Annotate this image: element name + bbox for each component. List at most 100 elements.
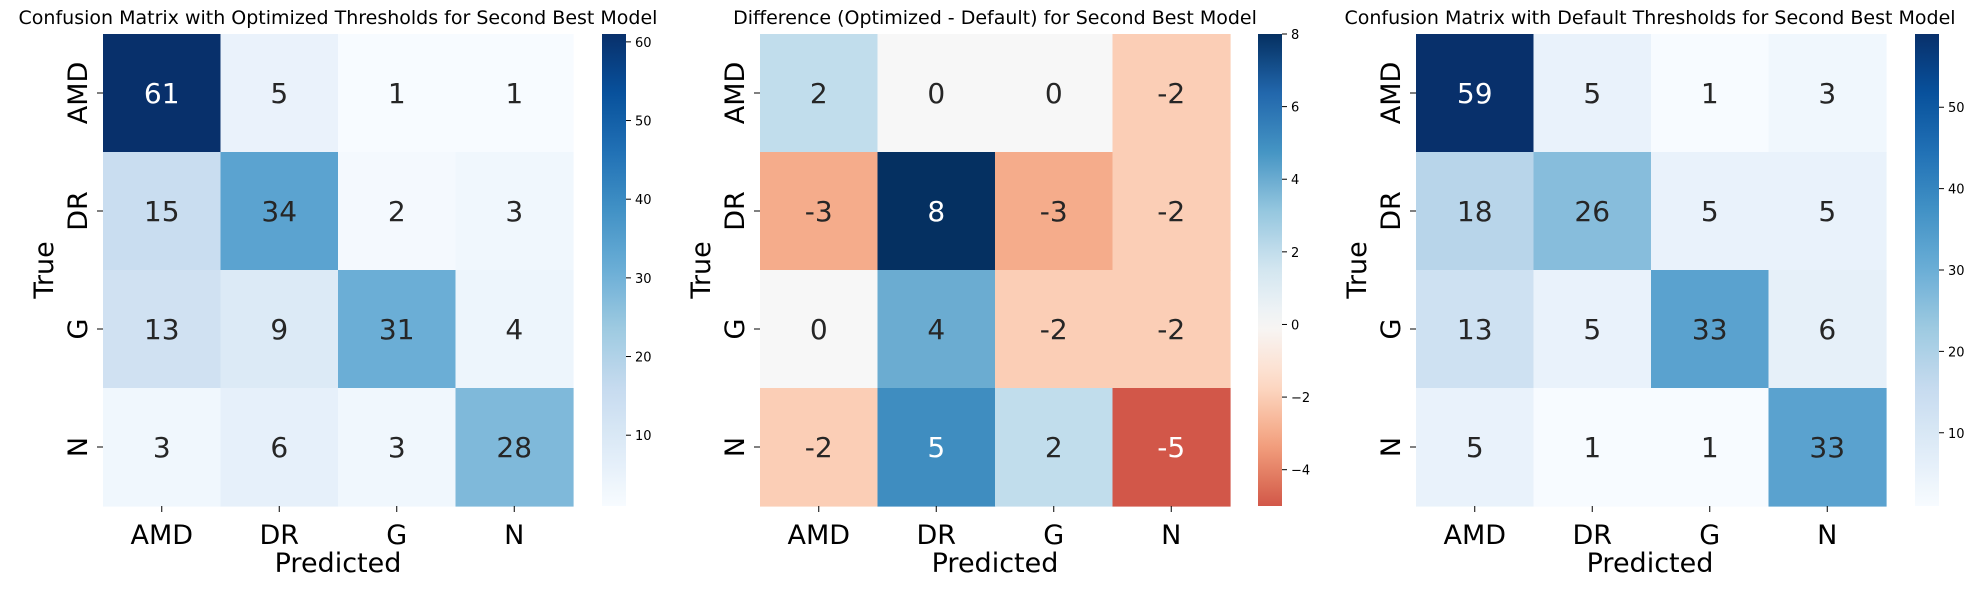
- heatmap-cell: [760, 270, 879, 389]
- panel-default: Confusion Matrix with Default Thresholds…: [1342, 7, 1965, 579]
- cell-value-label: 15: [144, 195, 180, 228]
- colorbar-tick-label: 50: [1948, 101, 1965, 116]
- cell-value-label: 59: [1457, 77, 1493, 110]
- heatmap-cell: [1112, 388, 1231, 507]
- heatmap-cell: [1533, 152, 1652, 271]
- y-tick-label: DR: [63, 191, 94, 231]
- cell-value-label: 18: [1457, 195, 1493, 228]
- y-axis-label: True: [1342, 241, 1373, 299]
- heatmap-cell: [1533, 34, 1652, 153]
- y-tick-label: AMD: [63, 62, 94, 125]
- chart-title: Confusion Matrix with Default Thresholds…: [1344, 7, 1955, 29]
- cell-value-label: 2: [388, 195, 406, 228]
- heatmap-cell: [338, 270, 457, 389]
- y-axis-label: True: [686, 241, 717, 299]
- x-tick-label: AMD: [1443, 520, 1506, 551]
- heatmap-cell: [1768, 270, 1887, 389]
- cell-value-label: -2: [805, 431, 833, 464]
- heatmap-cell: [1651, 152, 1770, 271]
- heatmap-cell: [1533, 270, 1652, 389]
- cell-value-label: 5: [1583, 313, 1601, 346]
- heatmap-cell: [877, 152, 996, 271]
- colorbar-tick-label: 20: [635, 351, 652, 366]
- cell-value-label: 8: [927, 195, 945, 228]
- cell-value-label: 2: [810, 77, 828, 110]
- colorbar: [1258, 34, 1282, 506]
- cell-value-label: 28: [496, 431, 532, 464]
- cell-value-label: 13: [144, 313, 180, 346]
- cell-value-label: 34: [261, 195, 297, 228]
- y-tick-label: AMD: [720, 62, 751, 125]
- heatmap-cell: [338, 34, 457, 153]
- x-axis-label: Predicted: [275, 548, 402, 579]
- heatmap-cell: [1112, 152, 1231, 271]
- heatmap-cell: [1416, 152, 1535, 271]
- cell-value-label: 1: [388, 77, 406, 110]
- heatmap-cell: [1112, 34, 1231, 153]
- cell-value-label: 1: [1701, 431, 1719, 464]
- colorbar-tick-label: 20: [1948, 345, 1965, 360]
- panel-optimized: Confusion Matrix with Optimized Threshol…: [19, 7, 658, 579]
- colorbar-tick-label: 0: [1291, 318, 1299, 333]
- y-tick-label: G: [1376, 319, 1407, 340]
- cell-value-label: 26: [1574, 195, 1610, 228]
- heatmap-cell: [995, 34, 1114, 153]
- cell-value-label: 5: [1818, 195, 1836, 228]
- colorbar-tick-label: 50: [635, 115, 652, 130]
- cell-value-label: 3: [153, 431, 171, 464]
- cell-value-label: 5: [1701, 195, 1719, 228]
- heatmap-cell: [103, 388, 222, 507]
- heatmap-cell: [455, 152, 574, 271]
- heatmap-cell: [1416, 388, 1535, 507]
- colorbar-tick-label: 10: [1948, 427, 1965, 442]
- heatmap-cell: [1768, 34, 1887, 153]
- cell-value-label: 5: [1466, 431, 1484, 464]
- heatmap-cell: [220, 270, 339, 389]
- x-axis-label: Predicted: [1587, 548, 1714, 579]
- heatmap-cell: [995, 152, 1114, 271]
- colorbar-tick-label: −2: [1291, 391, 1310, 406]
- cell-value-label: 0: [810, 313, 828, 346]
- colorbar-tick-label: 40: [1948, 183, 1965, 198]
- cell-value-label: 1: [505, 77, 523, 110]
- y-tick-label: G: [720, 319, 751, 340]
- heatmap-cell: [760, 388, 879, 507]
- colorbar: [1915, 34, 1939, 506]
- heatmap-cell: [1768, 152, 1887, 271]
- heatmap-cell: [455, 388, 574, 507]
- heatmap-cell: [103, 152, 222, 271]
- cell-value-label: 61: [144, 77, 180, 110]
- colorbar-tick-label: 2: [1291, 246, 1299, 261]
- x-tick-label: DR: [1572, 520, 1612, 551]
- heatmap-cell: [877, 270, 996, 389]
- heatmap-cell: [995, 270, 1114, 389]
- heatmap-cell: [103, 34, 222, 153]
- heatmap-cell: [1416, 270, 1535, 389]
- cell-value-label: -2: [1157, 195, 1185, 228]
- x-axis-label: Predicted: [932, 548, 1059, 579]
- cell-value-label: -3: [1040, 195, 1068, 228]
- cell-value-label: 5: [1583, 77, 1601, 110]
- heatmap-cell: [995, 388, 1114, 507]
- cell-value-label: 5: [927, 431, 945, 464]
- x-tick-label: G: [1043, 520, 1064, 551]
- cell-value-label: 6: [1818, 313, 1836, 346]
- heatmap-cell: [760, 152, 879, 271]
- x-tick-label: AMD: [787, 520, 850, 551]
- colorbar-tick-label: −4: [1291, 464, 1310, 479]
- cell-value-label: 4: [927, 313, 945, 346]
- colorbar: [602, 34, 626, 506]
- x-tick-label: G: [1699, 520, 1720, 551]
- cell-value-label: 33: [1809, 431, 1845, 464]
- y-tick-label: N: [720, 437, 751, 457]
- x-tick-label: DR: [259, 520, 299, 551]
- heatmap-cell: [455, 270, 574, 389]
- colorbar-tick-label: 8: [1291, 28, 1299, 43]
- heatmap-cell: [220, 34, 339, 153]
- panel-difference: Difference (Optimized - Default) for Sec…: [686, 7, 1310, 579]
- x-tick-label: N: [1817, 520, 1837, 551]
- y-tick-label: DR: [720, 191, 751, 231]
- chart-title: Difference (Optimized - Default) for Sec…: [733, 7, 1257, 29]
- colorbar-tick-label: 40: [635, 193, 652, 208]
